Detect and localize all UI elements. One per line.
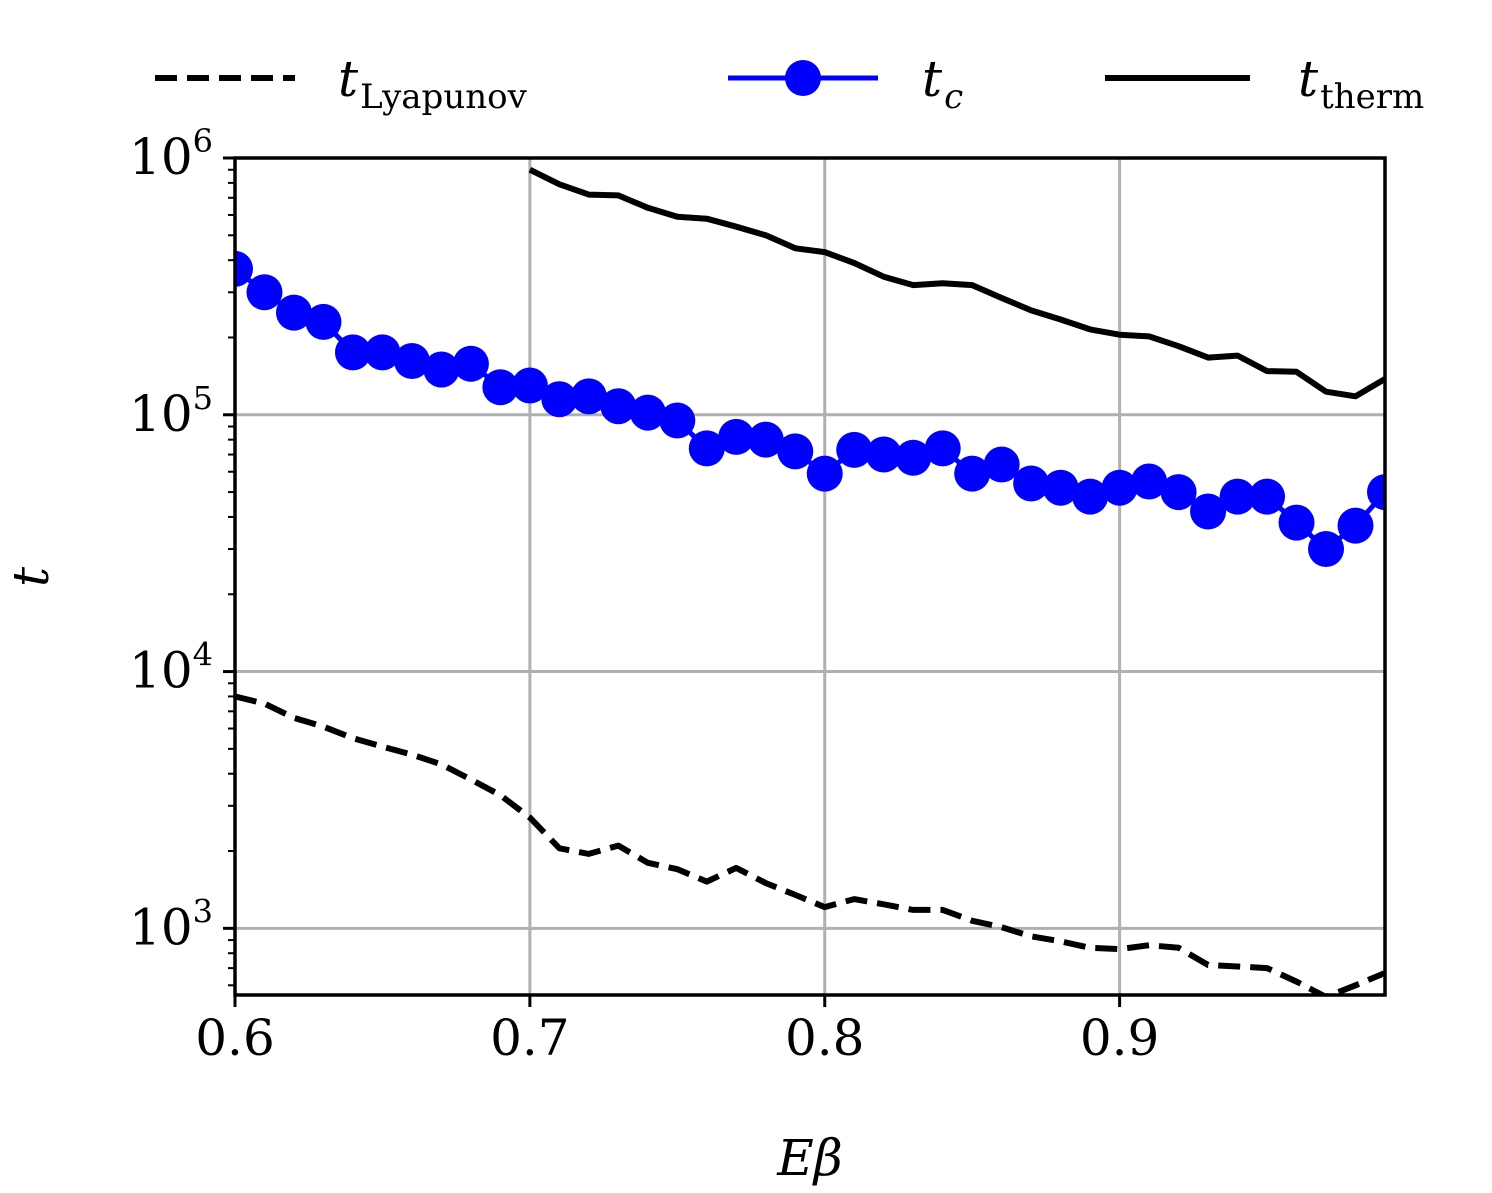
data-point — [570, 378, 607, 415]
y-tick-base: 10 — [129, 898, 193, 956]
legend-label-main: t — [1298, 50, 1319, 108]
data-point — [1367, 474, 1385, 511]
data-point — [1160, 474, 1197, 511]
data-point — [1249, 478, 1286, 515]
data-point — [275, 294, 312, 331]
y-tick-base: 10 — [129, 128, 193, 186]
data-point — [659, 402, 696, 439]
data-point — [1013, 465, 1050, 502]
legend-label-sub: c — [944, 77, 963, 117]
data-point — [334, 334, 371, 371]
y-tick-exponent: 3 — [193, 892, 213, 930]
y-axis-label: t — [2, 566, 60, 587]
legend-item: tLyapunov — [155, 50, 528, 117]
data-point — [747, 421, 784, 458]
x-axis-label: Eβ — [776, 1129, 842, 1187]
legend-item: ttherm — [1105, 50, 1424, 117]
y-tick-base: 10 — [129, 385, 193, 443]
data-point — [836, 431, 873, 468]
legend-label-main: t — [922, 50, 943, 108]
grid-lines — [233, 156, 1385, 995]
series-line-t-lyapunov — [235, 693, 1385, 995]
axis-ticks — [223, 156, 1122, 1007]
data-point — [924, 430, 961, 467]
y-tick-exponent: 4 — [193, 636, 213, 674]
data-point — [482, 369, 519, 406]
x-tick-label: 0.9 — [1080, 1009, 1160, 1067]
legend-label: tLyapunov — [338, 50, 528, 117]
y-tick-label: 103 — [129, 892, 213, 956]
data-point — [895, 439, 932, 476]
data-point — [865, 436, 902, 473]
plot-frame — [233, 156, 1387, 997]
x-tick-label: 0.8 — [785, 1009, 865, 1067]
data-point — [954, 455, 991, 492]
data-point — [511, 367, 548, 404]
data-point — [718, 418, 755, 455]
data-point — [393, 342, 430, 379]
y-tick-exponent: 5 — [193, 379, 213, 417]
legend: tLyapunov tc ttherm — [155, 50, 1424, 117]
x-tick-label: 0.6 — [195, 1009, 275, 1067]
data-point — [1190, 493, 1227, 530]
y-tick-base: 10 — [129, 642, 193, 700]
legend-label: tc — [922, 50, 963, 117]
data-point — [806, 455, 843, 492]
data-point — [777, 433, 814, 470]
y-tick-label: 106 — [129, 122, 213, 186]
data-point — [1042, 469, 1079, 506]
series-line-t-therm — [528, 167, 1385, 400]
data-point — [983, 446, 1020, 483]
x-tick-label: 0.7 — [490, 1009, 570, 1067]
y-tick-label: 105 — [129, 379, 213, 443]
data-point — [423, 351, 460, 388]
data-point — [1072, 478, 1109, 515]
y-tick-label: 104 — [129, 636, 213, 700]
data-point — [1278, 504, 1315, 541]
data-point — [452, 345, 489, 382]
data-point — [600, 388, 637, 425]
plot-series — [235, 167, 1385, 995]
data-point — [1308, 531, 1345, 568]
data-point — [246, 274, 283, 311]
data-point — [1131, 463, 1168, 500]
data-point — [1337, 507, 1374, 544]
data-point — [235, 250, 253, 287]
data-point — [364, 334, 401, 371]
legend-label-sub: therm — [1320, 77, 1424, 117]
legend-item: tc — [728, 50, 963, 117]
data-point — [629, 394, 666, 431]
data-point — [1219, 478, 1256, 515]
legend-label-main: t — [338, 50, 359, 108]
legend-label-sub: Lyapunov — [360, 77, 527, 117]
y-tick-exponent: 6 — [193, 122, 213, 160]
legend-label: ttherm — [1298, 50, 1424, 117]
data-point — [688, 430, 725, 467]
data-point — [305, 303, 342, 340]
data-point — [541, 381, 578, 418]
legend-swatch-marker — [785, 60, 821, 96]
data-point — [1101, 469, 1138, 506]
